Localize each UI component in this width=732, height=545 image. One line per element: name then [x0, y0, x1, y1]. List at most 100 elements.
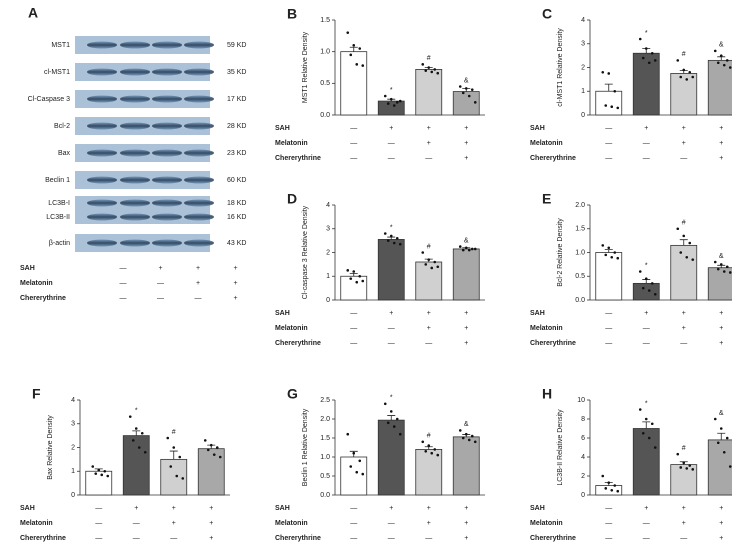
- condition-label: Melatonin: [275, 520, 308, 527]
- y-tick-label: 1.0: [575, 249, 585, 256]
- condition-label: Chererythrine: [275, 535, 321, 542]
- data-point: [647, 61, 651, 65]
- significance-mark: #: [682, 51, 686, 58]
- data-point: [436, 265, 440, 269]
- condition-mark: —: [388, 325, 395, 332]
- blot-band: [120, 176, 150, 184]
- significance-mark: &: [464, 237, 469, 244]
- condition-mark: +: [644, 310, 648, 317]
- blot-label: LC3B-I: [48, 200, 70, 207]
- blot-kd: 23 KD: [227, 150, 246, 157]
- blot-label: LC3B-II: [46, 214, 70, 221]
- data-point: [713, 417, 717, 421]
- data-point: [604, 253, 608, 257]
- data-point: [473, 101, 477, 104]
- condition-mark: —: [425, 535, 432, 542]
- condition-mark: +: [682, 520, 686, 527]
- condition-mark: +: [427, 140, 431, 147]
- condition-mark: +: [464, 505, 468, 512]
- y-axis-label: MST1 Relative Density: [302, 31, 309, 103]
- data-point: [461, 436, 465, 440]
- blot-band: [152, 213, 182, 221]
- condition-mark: —: [95, 520, 102, 527]
- blot-band: [152, 68, 182, 76]
- condition-mark: —: [425, 155, 432, 162]
- data-point: [430, 70, 434, 74]
- data-point: [601, 70, 605, 74]
- data-point: [346, 31, 350, 34]
- blot-kd: 43 KD: [227, 240, 246, 247]
- condition-label: SAH: [530, 505, 545, 512]
- condition-mark: —: [388, 140, 395, 147]
- blot-label: Cl-Caspase 3: [28, 96, 71, 103]
- blot-kd: 17 KD: [227, 96, 246, 103]
- condition-label: Melatonin: [530, 140, 563, 147]
- data-point: [473, 247, 477, 251]
- blot-band: [120, 199, 150, 207]
- data-point: [467, 94, 471, 98]
- condition-mark: —: [425, 340, 432, 347]
- condition-mark: —: [133, 535, 140, 542]
- condition-label: SAH: [530, 125, 545, 132]
- blot-label: β-actin: [49, 240, 70, 247]
- data-point: [398, 432, 402, 436]
- panel-letter: E: [542, 191, 551, 207]
- data-point: [175, 474, 179, 478]
- condition-mark: +: [233, 280, 237, 287]
- condition-mark: —: [350, 535, 357, 542]
- blot-band: [120, 68, 150, 76]
- error-bar: [604, 83, 613, 92]
- condition-mark: +: [464, 340, 468, 347]
- data-point: [679, 75, 683, 79]
- condition-mark: +: [158, 265, 162, 272]
- data-point: [682, 234, 686, 238]
- bar: [197, 448, 225, 496]
- bar: [452, 436, 480, 496]
- error-bar: [604, 249, 613, 253]
- condition-mark: —: [120, 280, 127, 287]
- y-tick-label: 1.5: [320, 435, 330, 442]
- bar: [707, 59, 732, 116]
- y-tick-label: 2.0: [575, 202, 585, 209]
- panel-letter: B: [287, 6, 297, 22]
- bar: [707, 267, 732, 301]
- data-point: [358, 274, 362, 278]
- data-point: [722, 450, 726, 454]
- condition-mark: +: [464, 325, 468, 332]
- data-point: [140, 431, 144, 435]
- bar: [340, 456, 368, 496]
- condition-mark: +: [719, 140, 723, 147]
- y-axis-label: Beclin 1 Relative Density: [302, 408, 309, 486]
- bar: [415, 261, 443, 301]
- data-point: [713, 260, 717, 264]
- data-point: [358, 47, 362, 50]
- condition-mark: —: [388, 535, 395, 542]
- data-point: [604, 104, 608, 107]
- condition-mark: —: [643, 325, 650, 332]
- data-point: [421, 251, 425, 254]
- data-point: [607, 481, 611, 484]
- blot-label: Bax: [58, 150, 71, 157]
- blot-band: [87, 239, 117, 247]
- blot-band: [120, 213, 150, 221]
- condition-mark: +: [644, 125, 648, 132]
- condition-mark: +: [719, 310, 723, 317]
- blot-band: [152, 95, 182, 103]
- data-point: [647, 436, 651, 440]
- data-point: [688, 241, 692, 245]
- data-point: [433, 68, 437, 71]
- condition-mark: —: [643, 155, 650, 162]
- data-point: [398, 242, 402, 246]
- data-point: [653, 446, 657, 449]
- data-point: [470, 434, 474, 438]
- blot-band: [87, 149, 117, 157]
- data-point: [355, 63, 359, 66]
- blot-band: [152, 176, 182, 184]
- y-tick-label: 4: [71, 397, 75, 404]
- data-point: [644, 47, 648, 50]
- blot-band: [184, 239, 214, 247]
- data-point: [349, 465, 353, 468]
- condition-mark: +: [464, 310, 468, 317]
- condition-mark: —: [643, 535, 650, 542]
- significance-mark: &: [719, 42, 724, 49]
